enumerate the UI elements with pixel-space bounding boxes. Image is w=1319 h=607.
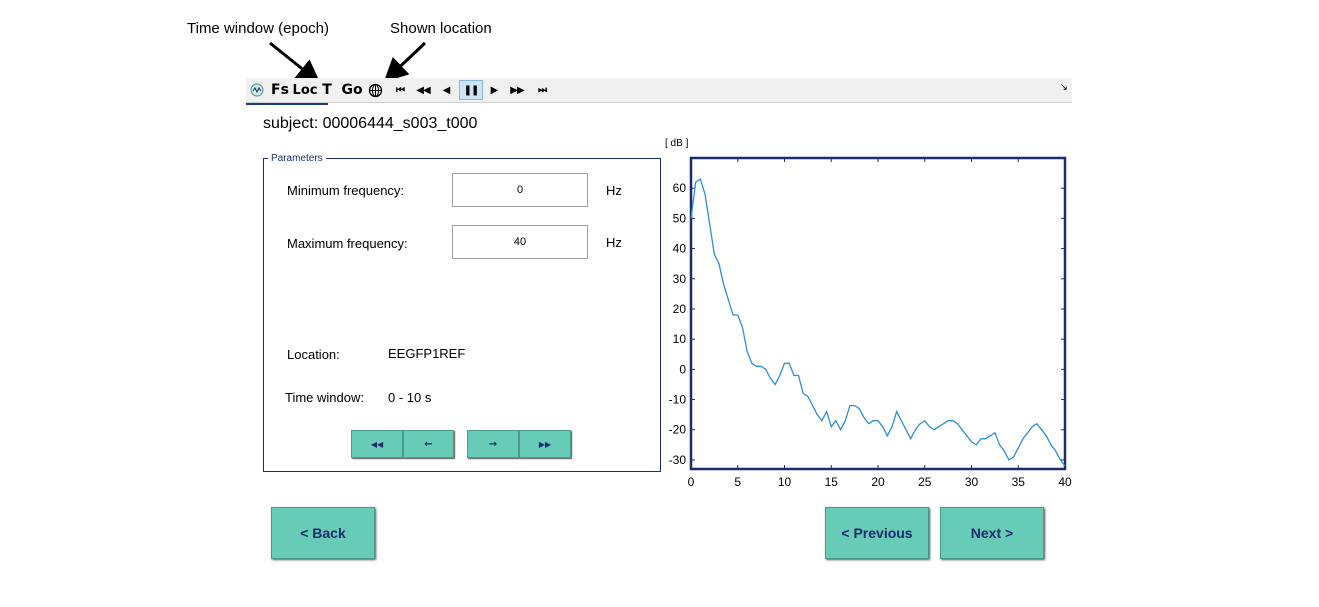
head-location-icon[interactable] <box>366 80 384 100</box>
next-button[interactable]: Next > <box>940 507 1044 559</box>
time-window-button[interactable]: T <box>322 82 332 98</box>
y-tick-label: 20 <box>673 302 687 316</box>
x-tick-label: 0 <box>688 475 695 489</box>
y-tick-label: 50 <box>673 211 687 225</box>
resize-corner-icon[interactable]: ↘ <box>1059 82 1068 93</box>
x-tick-label: 25 <box>918 475 932 489</box>
first-epoch-button[interactable]: ◀◀ <box>351 430 403 458</box>
back-button[interactable]: < Back <box>271 507 375 559</box>
y-tick-label: 30 <box>673 272 687 286</box>
loc-button[interactable]: Loc <box>292 82 318 98</box>
y-tick-label: -20 <box>669 423 687 437</box>
pause-button[interactable]: ❚❚ <box>459 80 483 100</box>
go-button[interactable]: Go <box>341 82 363 98</box>
play-button[interactable]: ▶ <box>490 84 499 96</box>
next-epoch-button[interactable]: → <box>467 430 519 458</box>
spectrum-line <box>690 178 1066 467</box>
parameters-title: Parameters <box>268 153 326 164</box>
x-tick-label: 5 <box>734 475 741 489</box>
parameters-panel: Parameters Minimum frequency: 0 Hz Maxim… <box>263 153 661 472</box>
max-frequency-input[interactable]: 40 <box>452 225 588 259</box>
x-tick-label: 30 <box>965 475 979 489</box>
location-label: Location: <box>287 347 340 362</box>
plot-frame <box>689 156 1067 471</box>
step-back-button[interactable]: ◀ <box>442 84 451 96</box>
x-tick-label: 10 <box>778 475 792 489</box>
toolbar: Fs Loc T Go ⏮ ◀◀ ◀ ❚❚ ▶ ▶▶ ⏭ ↘ <box>246 78 1072 103</box>
x-tick-label: 40 <box>1058 475 1072 489</box>
min-frequency-label: Minimum frequency: <box>287 183 405 198</box>
time-window-label: Time window: <box>285 390 364 405</box>
min-frequency-unit: Hz <box>606 183 622 198</box>
prev-epoch-button[interactable]: ← <box>403 430 454 458</box>
x-tick-label: 35 <box>1012 475 1026 489</box>
x-tick-label: 20 <box>871 475 885 489</box>
location-value: EEGFP1REF <box>388 346 466 361</box>
first-frame-button[interactable]: ⏮ <box>396 84 405 96</box>
max-frequency-label: Maximum frequency: <box>287 236 408 251</box>
eeg-app-icon[interactable] <box>249 80 265 100</box>
rewind-button[interactable]: ◀◀ <box>416 84 430 96</box>
x-tick-label: 15 <box>825 475 839 489</box>
arrow-shown-location <box>383 41 427 83</box>
y-tick-label: 10 <box>673 332 687 346</box>
previous-button[interactable]: < Previous <box>825 507 929 559</box>
y-tick-label: 60 <box>673 181 687 195</box>
y-tick-label: 40 <box>673 242 687 256</box>
toolbar-underline <box>246 103 328 105</box>
arrow-time-window <box>269 41 321 84</box>
min-frequency-input[interactable]: 0 <box>452 173 588 207</box>
fast-forward-button[interactable]: ▶▶ <box>510 84 524 96</box>
y-axis-unit-label: [ dB ] <box>665 138 689 149</box>
y-tick-label: -10 <box>669 393 687 407</box>
y-tick-label: -30 <box>669 453 687 467</box>
subject-title: subject: 00006444_s003_t000 <box>263 115 478 132</box>
y-tick-label: 0 <box>679 362 686 376</box>
annotation-shown-location: Shown location <box>390 20 492 37</box>
annotation-time-window: Time window (epoch) <box>187 20 329 37</box>
fs-button[interactable]: Fs <box>271 82 289 98</box>
time-window-value: 0 - 10 s <box>388 390 432 405</box>
last-epoch-button[interactable]: ▶▶ <box>519 430 571 458</box>
max-frequency-unit: Hz <box>606 235 622 250</box>
last-frame-button[interactable]: ⏭ <box>538 84 547 96</box>
